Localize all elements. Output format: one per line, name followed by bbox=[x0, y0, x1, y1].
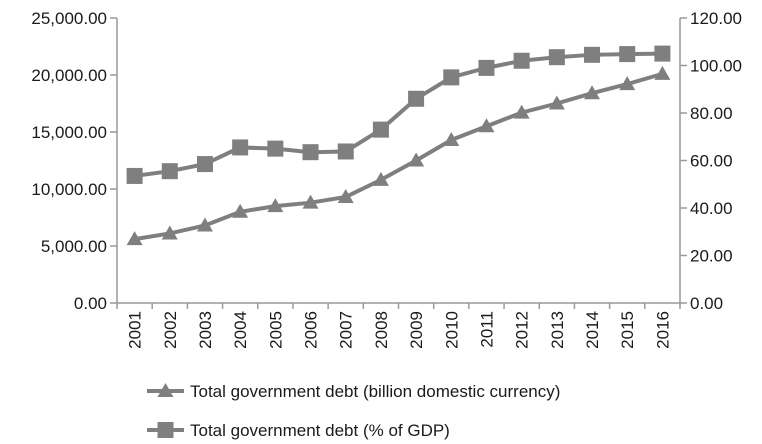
x-tick-label: 2003 bbox=[196, 311, 215, 349]
x-tick-label: 2001 bbox=[126, 311, 145, 349]
data-point bbox=[654, 65, 671, 80]
legend: Total government debt (billion domestic … bbox=[147, 382, 560, 440]
data-point bbox=[302, 144, 319, 161]
x-tick-label: 2004 bbox=[231, 311, 250, 349]
data-point bbox=[548, 95, 565, 110]
data-point bbox=[232, 139, 249, 156]
left-y-tick-label: 20,000.00 bbox=[31, 66, 107, 85]
data-point bbox=[232, 203, 249, 218]
data-point bbox=[619, 76, 636, 91]
series-line bbox=[134, 71, 663, 242]
data-point bbox=[126, 231, 143, 246]
left-y-tick-label: 25,000.00 bbox=[31, 9, 107, 28]
x-tick-label: 2011 bbox=[477, 311, 496, 348]
right-y-tick-label: 100.00 bbox=[690, 57, 742, 76]
x-tick-label: 2012 bbox=[513, 311, 532, 349]
data-point bbox=[443, 131, 460, 146]
left-y-tick-label: 0.00 bbox=[74, 294, 107, 313]
data-point bbox=[372, 121, 389, 138]
data-point bbox=[196, 156, 213, 173]
data-point bbox=[478, 59, 495, 76]
x-tick-label: 2013 bbox=[548, 311, 567, 349]
data-point bbox=[548, 49, 565, 66]
legend-item: Total government debt (billion domestic … bbox=[147, 382, 560, 401]
x-tick-label: 2014 bbox=[583, 311, 602, 349]
x-tick-label: 2009 bbox=[407, 311, 426, 349]
x-tick-label: 2010 bbox=[442, 311, 461, 349]
x-tick-label: 2008 bbox=[372, 311, 391, 349]
left-y-ticks: 0.00 5,000.00 10,000.00 15,000.00 20,000.00 2… bbox=[31, 9, 117, 313]
data-point bbox=[337, 143, 354, 160]
data-point bbox=[584, 46, 601, 63]
legend-label: Total government debt (% of GDP) bbox=[190, 421, 450, 440]
right-y-ticks: 0.00 20.00 40.00 60.00 80.00 100.00 120.00 bbox=[680, 9, 742, 313]
left-y-tick-label: 5,000.00 bbox=[41, 237, 107, 256]
right-y-tick-label: 80.00 bbox=[690, 104, 733, 123]
right-y-tick-label: 20.00 bbox=[690, 247, 733, 266]
series-line bbox=[134, 51, 663, 178]
series-debt-pct-gdp bbox=[126, 45, 671, 184]
data-point bbox=[584, 85, 601, 100]
data-point bbox=[408, 152, 425, 167]
series-debt-billion bbox=[126, 65, 671, 246]
x-tick-label: 2006 bbox=[302, 311, 321, 349]
data-point bbox=[161, 163, 178, 180]
legend-label: Total government debt (billion domestic … bbox=[190, 382, 560, 401]
legend-marker bbox=[157, 422, 174, 438]
right-y-tick-label: 60.00 bbox=[690, 152, 733, 171]
data-point bbox=[443, 69, 460, 86]
data-point bbox=[513, 104, 530, 119]
x-tick-label: 2007 bbox=[337, 311, 356, 349]
right-y-tick-label: 120.00 bbox=[690, 9, 742, 28]
data-point bbox=[302, 194, 319, 209]
x-tick-label: 2015 bbox=[618, 311, 637, 349]
data-point bbox=[654, 45, 671, 62]
data-point bbox=[196, 217, 213, 232]
data-point bbox=[478, 118, 495, 133]
x-tick-label: 2005 bbox=[266, 311, 285, 349]
legend-item: Total government debt (% of GDP) bbox=[147, 421, 450, 440]
data-point bbox=[126, 167, 143, 184]
data-point bbox=[372, 171, 389, 186]
right-y-tick-label: 40.00 bbox=[690, 199, 733, 218]
legend-marker bbox=[157, 383, 174, 397]
data-point bbox=[408, 90, 425, 107]
left-y-tick-label: 10,000.00 bbox=[31, 180, 107, 199]
data-point bbox=[337, 188, 354, 203]
left-y-tick-label: 15,000.00 bbox=[31, 123, 107, 142]
data-point bbox=[267, 140, 284, 157]
data-point bbox=[161, 225, 178, 240]
x-tick-label: 2002 bbox=[161, 311, 180, 349]
data-point bbox=[267, 198, 284, 213]
x-ticks: 2001 2002 2003 2004 2005 2006 2007 2008 2009 2010… bbox=[116, 303, 681, 349]
data-point bbox=[513, 52, 530, 69]
x-tick-label: 2016 bbox=[653, 311, 672, 349]
data-point bbox=[619, 46, 636, 63]
series-layer bbox=[126, 45, 671, 246]
right-y-tick-label: 0.00 bbox=[690, 294, 723, 313]
